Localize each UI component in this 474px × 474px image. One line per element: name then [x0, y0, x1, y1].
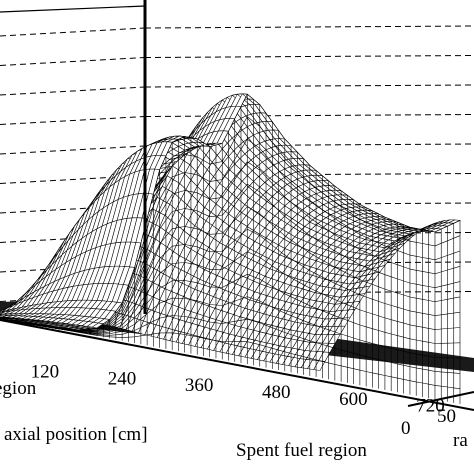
front-face-contour [21, 296, 461, 359]
x-tick-label: 120 [31, 361, 59, 382]
y-tick-label: 0 [401, 418, 411, 439]
front-face-contour [21, 116, 461, 331]
x-axis-label: axial position [cm] [4, 424, 148, 445]
x-tick-label: 480 [262, 382, 291, 403]
back-top-edge [0, 5, 146, 13]
x-tick-label: 240 [108, 368, 137, 389]
front-face-contour [21, 93, 461, 331]
front-face-contour [21, 161, 461, 331]
y-tick-labels: 0 50 [401, 406, 456, 439]
front-face-contour [21, 206, 461, 332]
axes [0, 0, 474, 411]
right-region-label: Spent fuel region [236, 440, 367, 461]
z-gridline-right [144, 114, 474, 117]
surface-mesh [0, 93, 462, 404]
y-axis-line [407, 391, 474, 407]
x-tick-label: 720 [416, 396, 445, 417]
y-axis-label: ra [453, 430, 468, 451]
z-gridline-left [0, 27, 146, 37]
z-gridline-right [144, 25, 474, 29]
x-tick-label: 600 [339, 389, 368, 410]
front-face-contour [21, 251, 461, 334]
front-face-contour [21, 315, 461, 374]
x-tick-label: 360 [185, 375, 214, 396]
left-region-label: egion [0, 378, 37, 399]
front-face-contour [21, 228, 461, 333]
z-gridline-left [0, 145, 146, 155]
front-face-contour [21, 138, 461, 331]
z-gridline-left [0, 57, 146, 66]
front-face-contour [21, 183, 461, 332]
x-tick-labels: 120 240 360 480 600 720 [31, 361, 445, 416]
z-gridline-right [144, 84, 474, 88]
front-face-contour [21, 321, 461, 389]
front-face-contour [21, 273, 461, 344]
z-gridline-left [0, 116, 146, 125]
z-gridline-right [144, 55, 474, 58]
z-gridline-left [0, 86, 146, 96]
y-tick-label: 50 [437, 406, 456, 427]
x-axis-line [0, 319, 474, 411]
